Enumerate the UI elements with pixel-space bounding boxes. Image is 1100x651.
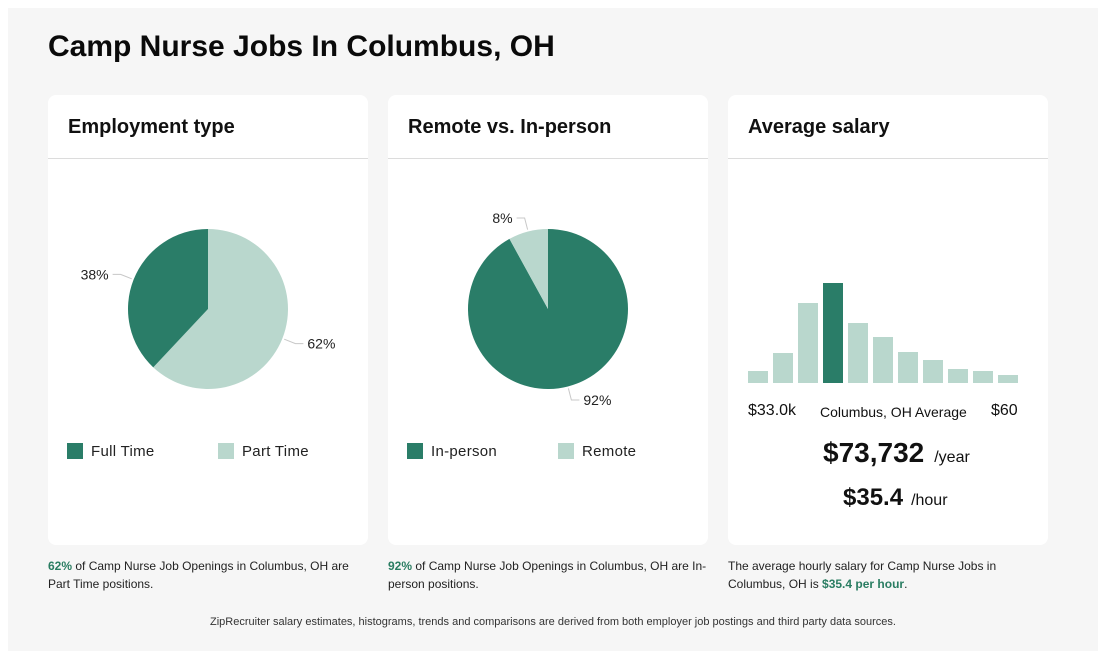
legend-item-in-person: In-person	[407, 442, 497, 460]
remote-caption-text: of Camp Nurse Job Openings in Columbus, …	[388, 559, 707, 591]
remote-title: Remote vs. In-person	[408, 116, 612, 138]
employment-type-card: Employment type 62% 38% Full Time Part Ti…	[48, 95, 368, 545]
pie-leader-line	[567, 388, 580, 401]
pie-leader-line	[284, 338, 304, 345]
legend-swatch-part-time	[218, 443, 234, 459]
histogram-bar	[923, 360, 943, 383]
salary-hourly-unit: /hour	[911, 492, 948, 509]
pie-slice-remote	[509, 229, 548, 309]
salary-caption-text: The average hourly salary for Camp Nurse…	[728, 559, 997, 591]
histogram-bar	[998, 375, 1018, 383]
employment-caption-pct: 62%	[48, 559, 73, 573]
legend-swatch-in-person	[407, 443, 423, 459]
histogram-bar	[873, 337, 893, 383]
salary-max-label: $60	[991, 402, 1018, 419]
pie-slice-part-time	[153, 229, 288, 389]
salary-yearly-unit: /year	[934, 449, 970, 466]
card-divider	[48, 158, 368, 159]
footer-note: ZipRecruiter salary estimates, histogram…	[210, 616, 896, 628]
employment-caption-text: of Camp Nurse Job Openings in Columbus, …	[48, 559, 349, 591]
remote-card: Remote vs. In-person 92% 8% In-person Rem…	[388, 95, 708, 545]
page-title: Camp Nurse Jobs In Columbus, OH	[48, 30, 555, 63]
legend-label-full-time: Full Time	[91, 442, 155, 460]
salary-hourly: $35.4/hour	[843, 483, 948, 516]
pie-leader-line	[516, 217, 529, 230]
remote-caption: 92% of Camp Nurse Job Openings in Columb…	[388, 557, 708, 593]
employment-caption: 62% of Camp Nurse Job Openings in Columb…	[48, 557, 368, 593]
histogram-bar	[798, 303, 818, 383]
salary-caption-accent: $35.4 per hour	[822, 577, 905, 591]
legend-swatch-remote	[558, 443, 574, 459]
histogram-bar	[748, 371, 768, 383]
remote-pie-chart: 92% 8%	[468, 210, 628, 408]
histogram-bar	[823, 283, 843, 383]
legend-swatch-full-time	[67, 443, 83, 459]
legend-item-full-time: Full Time	[67, 442, 155, 460]
legend-label-in-person: In-person	[431, 442, 498, 460]
salary-hourly-value: $35.4	[843, 484, 904, 511]
pie-leader-line	[112, 273, 132, 280]
legend-item-part-time: Part Time	[218, 442, 309, 460]
legend-label-remote: Remote	[582, 442, 637, 460]
remote-legend: In-person Remote	[407, 442, 707, 460]
salary-yearly-value: $73,732	[823, 437, 925, 468]
salary-mid-label: Columbus, OH Average	[820, 404, 967, 420]
salary-min-label: $33.0k	[748, 402, 797, 419]
pie-label-in-person: 92%	[583, 392, 611, 408]
histogram-bar	[948, 369, 968, 383]
pie-label-remote: 8%	[492, 210, 512, 226]
card-divider	[388, 158, 708, 159]
salary-yearly: $73,732/year	[823, 436, 970, 475]
pie-label-full-time: 38%	[81, 266, 109, 282]
remote-caption-pct: 92%	[388, 559, 413, 573]
salary-card: Average salary $33.0k Columbus, OH Avera…	[728, 95, 1048, 545]
pie-label-part-time: 62%	[307, 336, 335, 352]
salary-title: Average salary	[748, 116, 890, 138]
employment-legend: Full Time Part Time	[67, 442, 367, 460]
histogram-bar	[848, 323, 868, 383]
salary-caption: The average hourly salary for Camp Nurse…	[728, 557, 1048, 593]
pie-slice-full-time	[128, 229, 208, 368]
legend-item-remote: Remote	[558, 442, 636, 460]
salary-caption-end: .	[904, 577, 908, 591]
salary-histogram	[748, 283, 1018, 383]
card-divider	[728, 158, 1048, 159]
employment-type-title: Employment type	[68, 116, 235, 138]
employment-pie-chart: 62% 38%	[81, 229, 335, 389]
histogram-bar	[898, 352, 918, 383]
histogram-bar	[773, 353, 793, 383]
histogram-bar	[973, 371, 993, 383]
legend-label-part-time: Part Time	[242, 442, 309, 460]
